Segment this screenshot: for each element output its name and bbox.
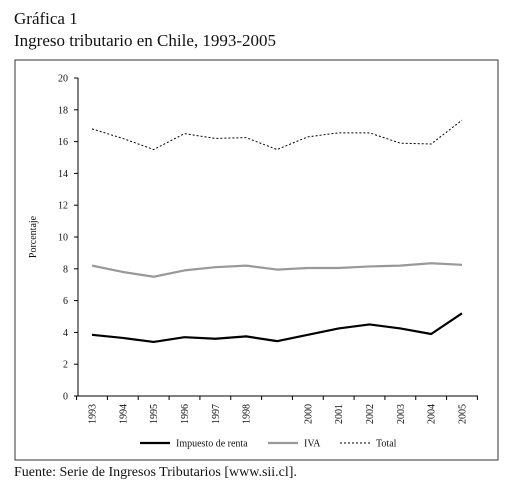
legend-label: IVA [304,439,321,450]
x-tick-label: 2000 [303,404,314,424]
y-tick-label: 14 [58,169,68,180]
y-tick-label: 4 [63,328,68,339]
source-note: Fuente: Serie de Ingresos Tributarios [w… [14,465,297,480]
chart-subtitle: Ingreso tributario en Chile, 1993-2005 [14,31,276,50]
x-tick-label: 2003 [396,404,407,424]
y-tick-label: 8 [63,264,68,275]
x-tick-label: 1993 [88,404,99,424]
y-tick-label: 12 [58,201,68,212]
series-line [91,119,463,151]
series-line [91,312,463,344]
x-tick-label: 2004 [427,404,438,424]
y-tick-label: 2 [63,360,68,371]
x-tick-label: 1994 [118,404,129,424]
y-tick-label: 0 [63,392,68,403]
y-tick-label: 16 [58,137,68,148]
x-tick-label: 2005 [458,404,469,424]
chart-title: Gráfica 1 [14,9,78,28]
y-axis-label: Porcentaje [28,215,39,258]
x-tick-label: 2002 [365,404,376,424]
legend-label: Total [376,439,397,450]
chart-frame [14,59,499,461]
x-tick-label: 2001 [334,404,345,424]
y-tick-label: 6 [63,296,68,307]
y-tick-label: 18 [58,105,68,116]
y-tick-label: 20 [58,74,68,85]
legend-label: Impuesto de renta [176,439,248,450]
x-tick-label: 1996 [180,404,191,424]
series-line [91,262,463,278]
y-tick-label: 10 [58,233,68,244]
x-tick-label: 1998 [242,404,253,424]
x-tick-label: 1995 [149,404,160,424]
x-tick-label: 1997 [211,404,222,424]
